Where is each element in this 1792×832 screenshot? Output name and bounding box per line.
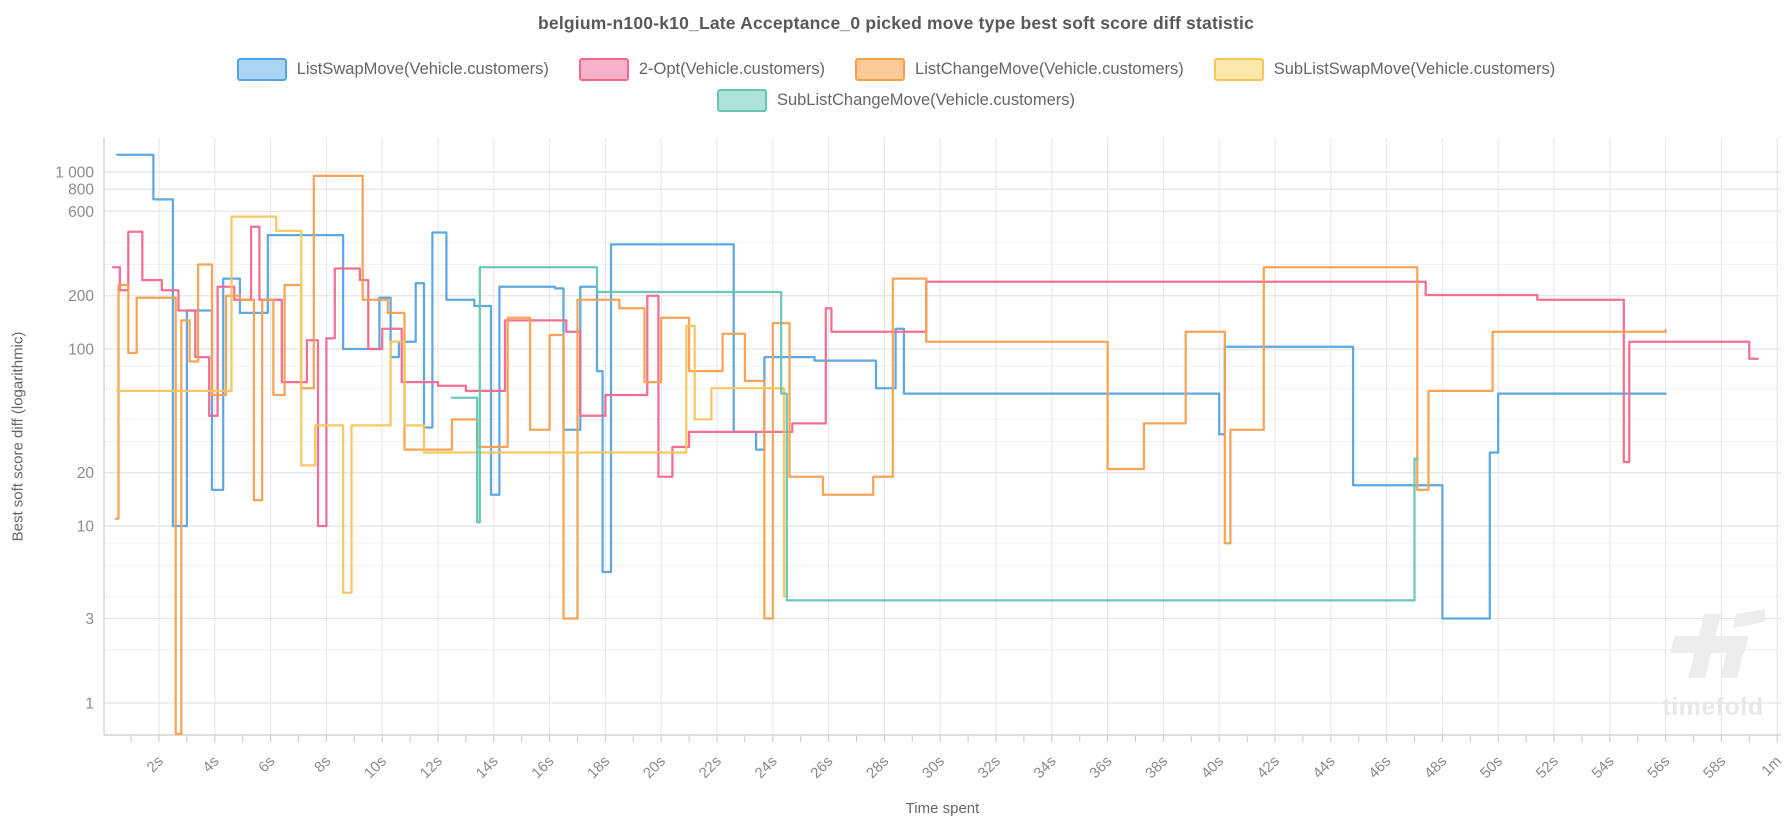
series-2-opt-vehicle-customers-[interactable] [111,225,1759,528]
x-tick-label: 30s [919,753,948,782]
x-tick-label: 20s [640,753,669,782]
x-axis-title: Time spent [905,800,980,817]
series-listswapmove-vehicle-customers-[interactable] [116,153,1667,620]
legend-item-listchangemove-vehicle-customers-[interactable]: ListChangeMove(Vehicle.customers) [855,58,1184,81]
series-sublistswapmove-vehicle-customers-[interactable] [116,215,788,598]
legend: ListSwapMove(Vehicle.customers) 2-Opt(Veh… [0,54,1792,116]
x-tick-label: 2s [144,753,167,776]
x-tick-label: 42s [1254,753,1283,782]
x-tick-label: 50s [1477,753,1506,782]
y-tick-label: 800 [68,182,94,199]
x-tick-label: 1m [1758,753,1785,780]
y-tick-label: 1 [85,696,94,713]
legend-row-1: ListSwapMove(Vehicle.customers) 2-Opt(Veh… [0,54,1792,85]
x-tick-label: 12s [417,753,446,782]
x-tick-label: 40s [1198,753,1227,782]
x-tick-label: 6s [255,753,278,776]
legend-label: SubListChangeMove(Vehicle.customers) [776,91,1076,109]
y-tick-label: 20 [77,465,95,482]
x-tick-label: 38s [1142,753,1171,782]
y-tick-label: 10 [77,519,95,536]
y-tick-label: 3 [85,611,94,628]
legend-swatch [716,89,767,112]
x-tick-label: 24s [752,753,781,782]
x-tick-label: 48s [1421,753,1450,782]
x-tick-label: 36s [1086,753,1115,782]
x-tick-label: 18s [584,753,613,782]
series-sublistchangemove-vehicle-customers-[interactable] [450,266,1419,602]
x-tick-label: 4s [199,753,222,776]
x-tick-label: 28s [863,753,892,782]
x-tick-label: 22s [696,753,725,782]
x-tick-label: 10s [361,753,390,782]
legend-item-2-opt-vehicle-customers-[interactable]: 2-Opt(Vehicle.customers) [578,58,826,81]
y-tick-label: 1 000 [55,165,94,182]
legend-swatch [1213,58,1264,81]
y-tick-label: 200 [68,288,94,305]
series-listchangemove-vehicle-customers-[interactable] [114,174,1667,736]
y-axis-title: Best soft score diff (logarithmic) [9,331,27,542]
legend-item-sublistchangemove-vehicle-customers-[interactable]: SubListChangeMove(Vehicle.customers) [716,89,1076,112]
legend-swatch [236,58,287,81]
x-tick-label: 16s [528,753,557,782]
legend-item-sublistswapmove-vehicle-customers-[interactable]: SubListSwapMove(Vehicle.customers) [1213,58,1556,81]
x-tick-label: 56s [1644,753,1673,782]
x-tick-label: 26s [807,753,836,782]
x-tick-label: 46s [1365,753,1394,782]
x-tick-label: 52s [1533,753,1562,782]
legend-swatch [578,58,629,81]
y-tick-label: 100 [68,342,94,359]
x-tick-label: 58s [1700,753,1729,782]
legend-label: SubListSwapMove(Vehicle.customers) [1273,60,1556,78]
y-tick-label: 600 [68,204,94,221]
legend-swatch [855,58,906,81]
chart-title: belgium-n100-k10_Late Acceptance_0 picke… [538,13,1254,33]
x-tick-label: 44s [1310,753,1339,782]
x-tick-label: 54s [1589,753,1618,782]
legend-label: ListSwapMove(Vehicle.customers) [296,60,549,78]
legend-row-2: SubListChangeMove(Vehicle.customers) [0,85,1792,116]
x-tick-label: 32s [975,753,1004,782]
x-tick-label: 34s [1031,753,1060,782]
x-tick-label: 8s [311,753,334,776]
x-tick-label: 14s [473,753,502,782]
legend-label: 2-Opt(Vehicle.customers) [638,60,826,78]
legend-item-listswapmove-vehicle-customers-[interactable]: ListSwapMove(Vehicle.customers) [236,58,549,81]
legend-label: ListChangeMove(Vehicle.customers) [915,60,1184,78]
